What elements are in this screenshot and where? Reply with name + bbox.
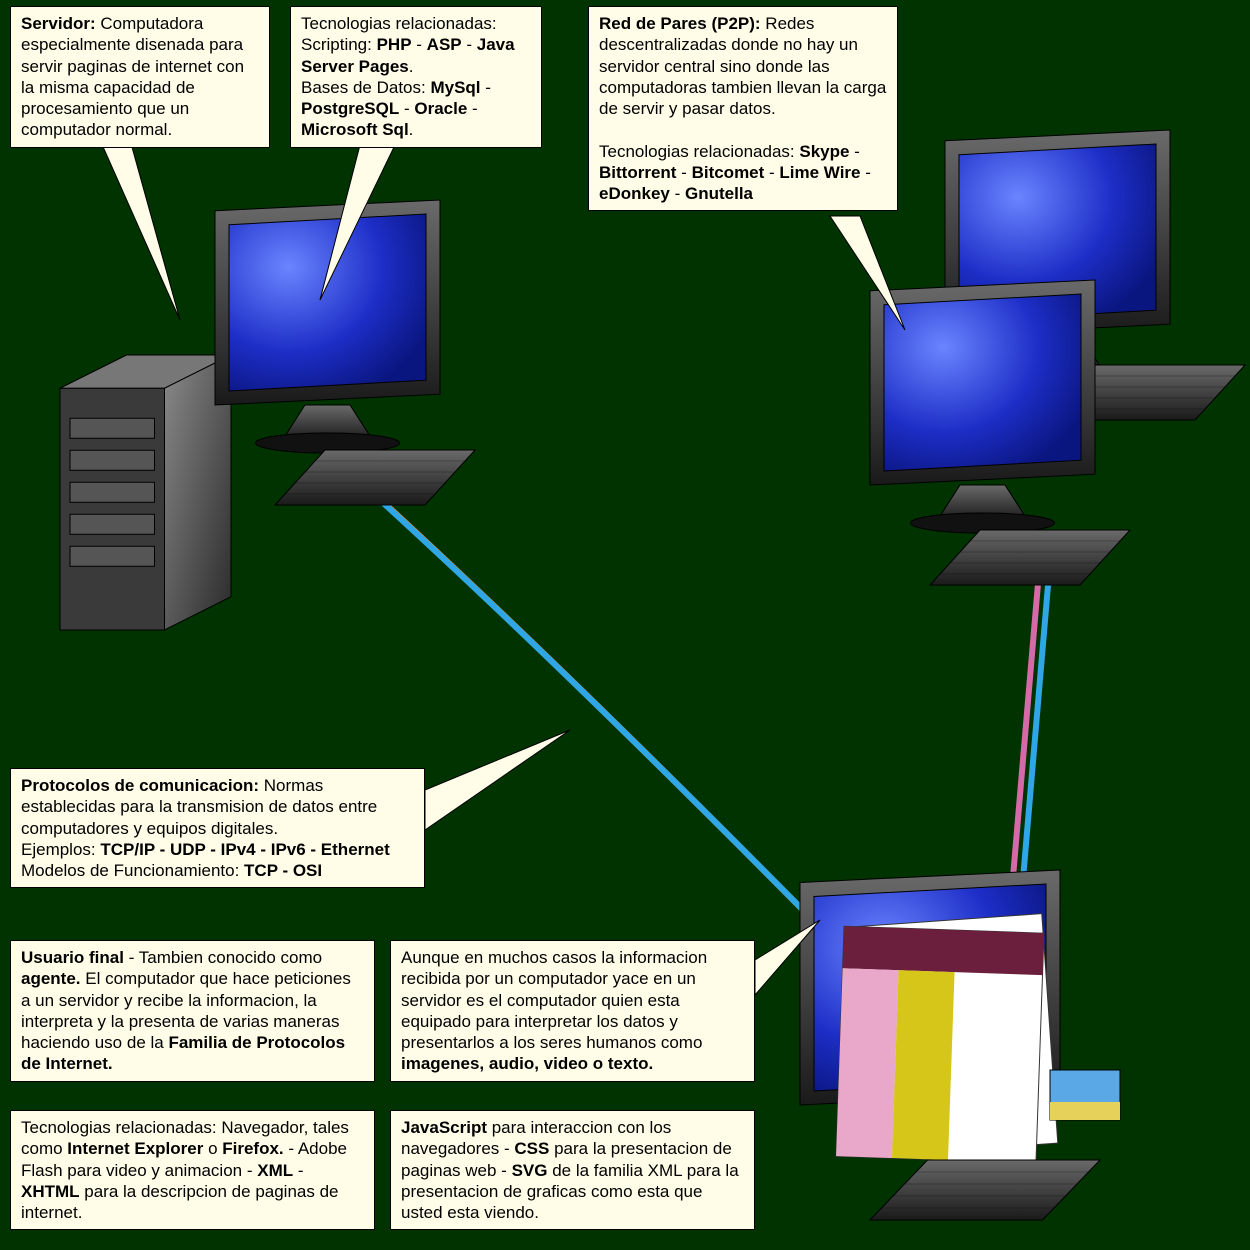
callout-p2p: Red de Pares (P2P): Redes descentralizad…	[588, 6, 898, 211]
callout-tecno-client: Tecnologias relacionadas: Navegador, tal…	[10, 1110, 375, 1230]
callout-tecno-server: Tecnologias relacionadas: Scripting: PHP…	[290, 6, 542, 148]
callout-usuario: Usuario final - Tambien conocido como ag…	[10, 940, 375, 1082]
callout-interpreta: Aunque en muchos casos la informacion re…	[390, 940, 755, 1082]
callout-servidor: Servidor: Computadora especialmente dise…	[10, 6, 270, 148]
callout-js-css: JavaScript para interaccion con los nave…	[390, 1110, 755, 1230]
diagram-canvas: Servidor: Computadora especialmente dise…	[0, 0, 1250, 1250]
callout-protocolos: Protocolos de comunicacion: Normas estab…	[10, 768, 425, 888]
